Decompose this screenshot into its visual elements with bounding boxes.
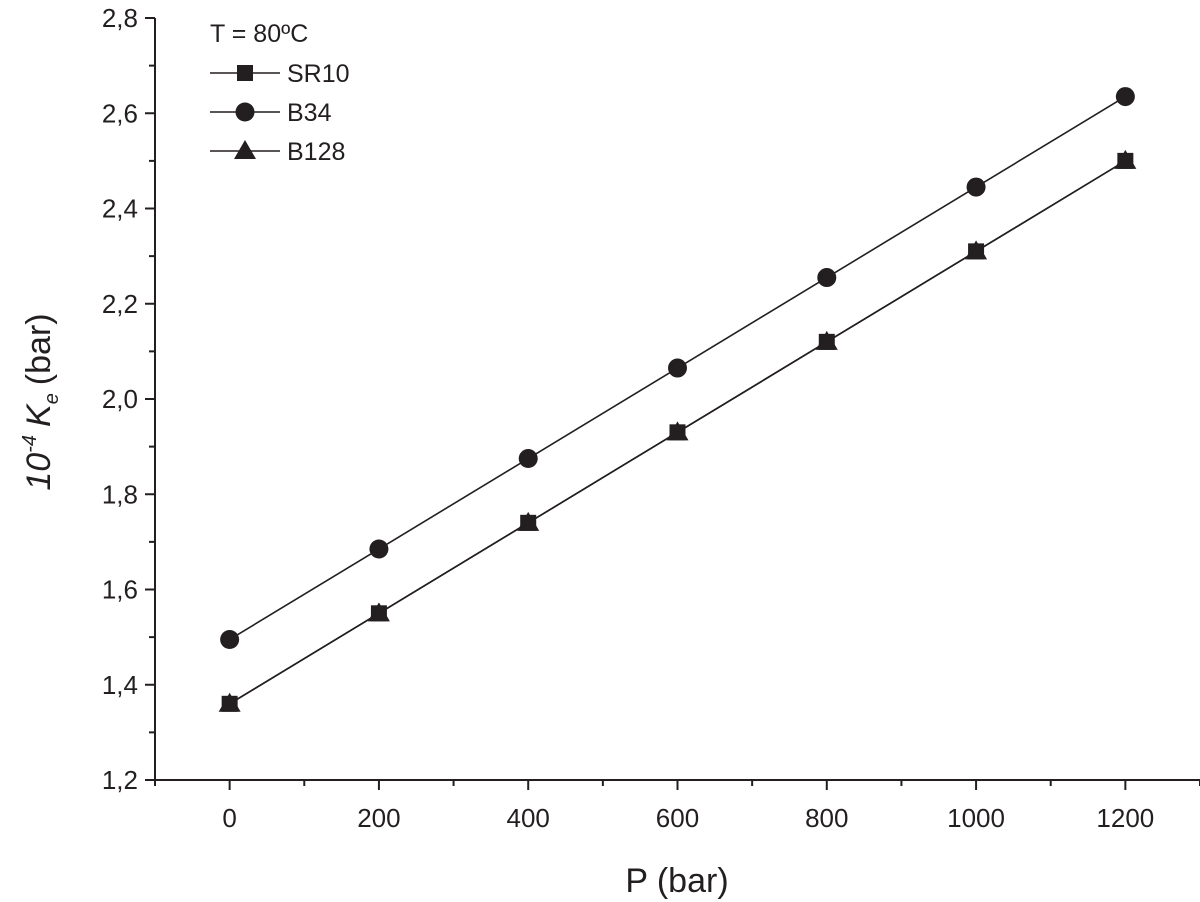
legend-marker-b128 [234, 140, 256, 159]
legend: T = 80ºC SR10 B34 B128 [210, 20, 350, 166]
data-point-b34 [966, 177, 986, 197]
y-tick-label: 2,8 [102, 3, 138, 33]
y-axis-title-symbol: K [20, 403, 58, 427]
data-point-b34 [220, 630, 240, 650]
y-axis-title-prefix: 10 [20, 453, 58, 491]
plot-axes [154, 18, 1200, 781]
y-tick-label: 2,0 [102, 384, 138, 414]
data-point-b128 [666, 421, 689, 441]
y-axis-title-exponent: -4 [19, 435, 41, 453]
x-tick-label: 0 [222, 803, 236, 833]
legend-marker-b34 [235, 102, 255, 122]
y-tick-label: 1,6 [102, 575, 138, 605]
x-tick-label: 1200 [1096, 803, 1154, 833]
x-tick-label: 200 [357, 803, 400, 833]
series-b128 [218, 149, 1137, 712]
data-point-b34 [1115, 87, 1135, 107]
y-tick-label: 1,2 [102, 765, 138, 795]
data-point-b34 [369, 539, 389, 559]
legend-label-b34: B34 [287, 99, 332, 127]
legend-item-b34: B34 [210, 99, 332, 127]
y-axis-title-unit: (bar) [20, 313, 58, 385]
y-tick-label: 1,8 [102, 479, 138, 509]
legend-title: T = 80ºC [210, 20, 308, 48]
data-point-b128 [815, 330, 838, 350]
y-tick-label: 2,4 [102, 194, 138, 224]
y-tick-label: 2,2 [102, 289, 138, 319]
data-point-b128 [218, 692, 241, 712]
x-axis-title: P (bar) [625, 862, 728, 900]
y-tick-label: 1,4 [102, 670, 138, 700]
series-b34 [220, 87, 1135, 650]
data-point-b128 [1114, 149, 1137, 169]
legend-label-b128: B128 [287, 138, 345, 166]
legend-item-b128: B128 [210, 138, 345, 166]
x-tick-label: 800 [805, 803, 848, 833]
legend-label-sr10: SR10 [287, 60, 350, 88]
data-point-b34 [817, 268, 837, 288]
data-point-b128 [367, 602, 390, 622]
legend-marker-sr10 [237, 65, 253, 81]
y-tick-label: 2,6 [102, 98, 138, 128]
x-tick-label: 400 [507, 803, 550, 833]
legend-item-sr10: SR10 [210, 60, 350, 88]
y-axis-title: 10-4 Ke (bar) [19, 313, 63, 490]
data-point-b34 [668, 358, 687, 378]
series-layer [218, 87, 1137, 712]
x-tick-label: 1000 [947, 803, 1005, 833]
x-tick-label: 600 [656, 803, 699, 833]
data-point-b34 [518, 449, 538, 469]
data-point-b128 [517, 511, 540, 531]
axis-ticks: 0 200 400 600 800 1000 1200 1,2 1,4 1,6 1,8 2,0 2,2 2… [102, 3, 1200, 833]
data-point-b128 [965, 240, 988, 260]
y-axis-title-subscript: e [41, 393, 63, 404]
